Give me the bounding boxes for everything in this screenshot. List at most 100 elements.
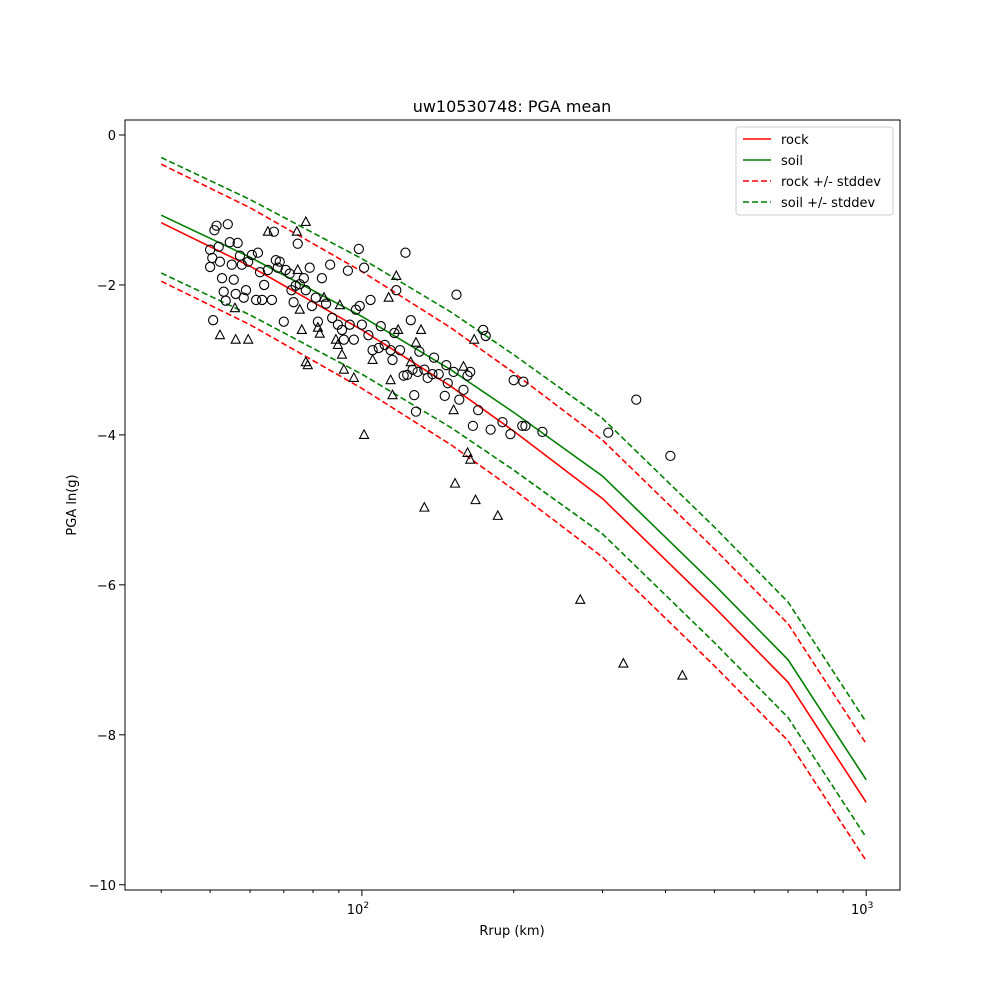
triangle-point: [332, 338, 344, 349]
rock-plus-stddev-line: [160, 163, 867, 745]
circle-point: [336, 324, 348, 336]
triangle-point: [449, 477, 461, 488]
circle-point: [405, 315, 416, 326]
triangle-point: [296, 323, 308, 334]
triangle-point: [336, 348, 348, 359]
circle-point: [603, 427, 614, 438]
circle-point: [398, 370, 409, 381]
triangle-point: [405, 355, 417, 367]
triangle-point: [574, 593, 586, 604]
x-tick-exponent: 2: [363, 901, 369, 911]
circle-point: [278, 316, 289, 327]
circle-point: [478, 324, 489, 336]
triangle-point: [338, 363, 350, 374]
circle-point: [497, 417, 508, 428]
triangle-point: [230, 333, 242, 344]
circle-point: [224, 237, 235, 248]
y-tick-label: 0: [108, 129, 116, 144]
triangle-point: [358, 428, 370, 439]
circle-point: [391, 285, 402, 296]
triangle-point: [385, 373, 397, 385]
curves: [160, 156, 867, 862]
y-tick-label: −10: [89, 879, 116, 894]
circle-point: [312, 316, 324, 327]
circle-point: [379, 339, 390, 351]
circle-point: [259, 279, 270, 291]
circle-point: [238, 292, 249, 303]
triangle-point: [294, 303, 306, 314]
triangle-point: [492, 509, 504, 520]
circle-point: [518, 376, 529, 387]
circle-point: [442, 378, 453, 389]
rock-minus-stddev-line: [160, 280, 867, 862]
circle-point: [327, 312, 338, 324]
circle-point: [324, 259, 336, 270]
triangle-point: [367, 353, 379, 364]
circle-point: [427, 369, 438, 380]
circle-point: [356, 319, 368, 330]
circle-point: [505, 428, 516, 440]
chart-title: uw10530748: PGA mean: [413, 97, 612, 116]
circle-point: [216, 273, 228, 284]
triangle-point: [242, 333, 254, 344]
circle-point: [665, 450, 676, 462]
circle-point: [428, 352, 440, 363]
circle-point: [272, 262, 283, 273]
circle-point: [348, 334, 360, 345]
circle-point: [414, 346, 425, 357]
triangle-point: [387, 388, 398, 400]
x-tick-label: 102: [347, 901, 369, 918]
circle-point: [338, 334, 350, 345]
circle-point: [537, 426, 548, 438]
circle-point: [204, 261, 216, 273]
circle-point: [274, 256, 285, 267]
soil-mean-line: [160, 214, 867, 781]
legend-label: soil +/- stddev: [781, 196, 876, 211]
circle-point: [236, 259, 248, 270]
circle-point: [365, 294, 376, 306]
circle-point: [222, 219, 233, 230]
circle-point: [320, 298, 332, 309]
y-tick-label: −2: [97, 279, 116, 294]
circle-point: [433, 369, 444, 380]
legend-label: soil: [781, 154, 803, 169]
triangle-point: [676, 669, 688, 680]
circle-point: [306, 300, 318, 312]
triangle-point: [314, 327, 326, 338]
legend: rock soil rock +/- stddev soil +/- stddev: [735, 126, 894, 216]
soil-plus-stddev-line: [160, 156, 867, 723]
circle-point: [213, 241, 224, 252]
triangle-point: [300, 215, 312, 227]
legend-box: [735, 126, 894, 216]
legend-label: rock: [781, 133, 809, 148]
circle-point: [409, 390, 420, 401]
circle-point: [251, 294, 262, 306]
circle-point: [517, 420, 528, 432]
circle-point: [208, 315, 219, 326]
circle-point: [252, 247, 264, 258]
triangle-point: [318, 291, 330, 302]
circle-point: [256, 294, 268, 306]
triangle-point: [334, 299, 346, 310]
triangle-point: [292, 263, 304, 275]
circle-point: [232, 237, 243, 249]
circle-point: [292, 238, 303, 249]
triangle-point: [312, 321, 324, 332]
triangle-point: [470, 493, 481, 505]
circle-point: [298, 273, 309, 284]
circle-point: [226, 259, 237, 270]
circle-point: [410, 406, 422, 417]
y-tick-label: −8: [97, 729, 116, 744]
circle-point: [402, 369, 413, 381]
circle-point: [262, 264, 274, 276]
circle-point: [220, 295, 231, 306]
triangle-point: [302, 358, 314, 370]
circle-point: [363, 330, 374, 341]
circle-point: [353, 243, 364, 255]
x-tick-label: 103: [851, 901, 873, 918]
circle-point: [300, 285, 311, 296]
scatter-points: [204, 215, 688, 680]
circle-point: [454, 394, 465, 405]
circle-point: [465, 366, 476, 378]
circle-point: [467, 420, 479, 432]
